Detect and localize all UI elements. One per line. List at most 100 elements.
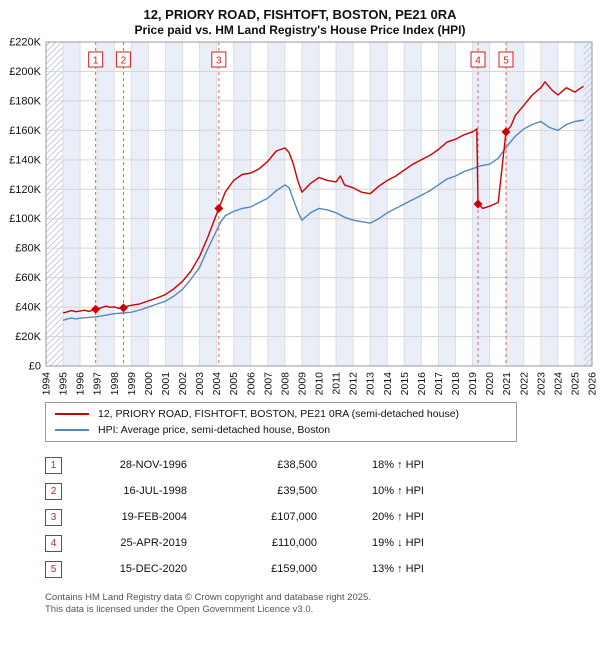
sale-marker-diamond (214, 203, 224, 213)
x-tick-label: 2026 (587, 372, 599, 396)
transaction-hpi-delta: 19% ↓ HPI (372, 537, 424, 549)
y-tick-label: £100K (9, 213, 41, 225)
sale-marker-box (470, 51, 486, 68)
transaction-price: £110,000 (271, 537, 317, 549)
x-tick-label: 2000 (143, 372, 155, 396)
x-tick-label: 2023 (535, 372, 547, 396)
sale-marker-box (498, 51, 514, 68)
x-tick-label: 2025 (569, 372, 581, 396)
x-tick-label: 2009 (296, 372, 308, 396)
transaction-row: 3 19-FEB-2004 £107,000 20% ↑ HPI (45, 504, 600, 530)
y-tick-label: £80K (15, 243, 41, 255)
y-tick-label: £160K (9, 125, 41, 137)
y-tick-label: £120K (9, 184, 41, 196)
x-tick-label: 2010 (314, 372, 326, 396)
sale-marker-number: 2 (121, 56, 127, 67)
x-tick-label: 2024 (552, 372, 564, 396)
x-tick-label: 2001 (160, 372, 172, 396)
y-tick-label: £20K (15, 331, 41, 343)
x-tick-label: 2003 (194, 372, 206, 396)
sale-marker-diamond (118, 303, 128, 313)
x-tick-label: 1996 (75, 372, 87, 396)
sale-marker-box (88, 51, 104, 68)
y-tick-label: £40K (15, 302, 41, 314)
x-tick-label: 2007 (262, 372, 274, 396)
transaction-row: 5 15-DEC-2020 £159,000 13% ↑ HPI (45, 556, 600, 582)
page-title: 12, PRIORY ROAD, FISHTOFT, BOSTON, PE21 … (143, 7, 457, 22)
x-tick-label: 1998 (109, 372, 121, 396)
transaction-price: £38,500 (277, 459, 317, 471)
x-tick-label: 2021 (501, 372, 513, 396)
footer-line1: Contains HM Land Registry data © Crown c… (45, 592, 371, 603)
transaction-row: 1 28-NOV-1996 £38,500 18% ↑ HPI (45, 452, 600, 478)
transaction-price: £39,500 (277, 485, 317, 497)
y-tick-label: £0 (29, 361, 41, 373)
sale-marker-number: 5 (503, 56, 509, 67)
x-tick-label: 2002 (177, 372, 189, 396)
x-tick-label: 2022 (518, 372, 530, 396)
transaction-hpi-delta: 10% ↑ HPI (372, 485, 424, 497)
transaction-date: 19-FEB-2004 (121, 511, 187, 523)
transaction-number-badge: 1 (45, 456, 62, 474)
sale-marker-number: 1 (93, 56, 99, 67)
y-tick-label: £200K (9, 66, 41, 78)
sale-marker-number: 3 (216, 56, 222, 67)
y-tick-label: £180K (9, 95, 41, 107)
transaction-price: £159,000 (271, 563, 317, 575)
legend-label-property: 12, PRIORY ROAD, FISHTOFT, BOSTON, PE21 … (98, 408, 460, 420)
legend-item-hpi: HPI: Average price, semi-detached house,… (55, 424, 507, 436)
x-tick-label: 1999 (126, 372, 138, 396)
transaction-row: 2 16-JUL-1998 £39,500 10% ↑ HPI (45, 478, 600, 504)
footer: Contains HM Land Registry data © Crown c… (45, 592, 600, 617)
transaction-date: 16-JUL-1998 (123, 485, 187, 497)
x-tick-label: 2017 (433, 372, 445, 396)
x-tick-label: 2012 (348, 372, 360, 396)
legend-swatch-property (55, 413, 89, 415)
transaction-price: £107,000 (271, 511, 317, 523)
transaction-hpi-delta: 18% ↑ HPI (372, 459, 424, 471)
x-tick-label: 2013 (365, 372, 377, 396)
legend-swatch-hpi (55, 429, 89, 431)
sale-marker-diamond (501, 127, 511, 137)
series-line (62, 119, 584, 321)
sale-marker-number: 4 (475, 56, 481, 67)
x-tick-label: 2014 (382, 372, 394, 396)
x-tick-label: 2011 (331, 372, 343, 395)
legend-label-hpi: HPI: Average price, semi-detached house,… (98, 424, 331, 436)
transaction-date: 25-APR-2019 (120, 537, 187, 549)
x-tick-label: 2005 (228, 372, 240, 396)
transaction-hpi-delta: 13% ↑ HPI (372, 563, 424, 575)
x-tick-label: 2019 (467, 372, 479, 396)
x-tick-label: 2006 (245, 372, 257, 396)
legend-item-property: 12, PRIORY ROAD, FISHTOFT, BOSTON, PE21 … (55, 408, 507, 420)
transaction-number-badge: 3 (45, 508, 62, 526)
x-tick-label: 1995 (58, 372, 70, 396)
chart-legend: 12, PRIORY ROAD, FISHTOFT, BOSTON, PE21 … (45, 402, 517, 442)
y-tick-label: £60K (15, 272, 41, 284)
transaction-row: 4 25-APR-2019 £110,000 19% ↓ HPI (45, 530, 600, 556)
sale-marker-diamond (91, 304, 101, 314)
x-tick-label: 2018 (450, 372, 462, 396)
transaction-hpi-delta: 20% ↑ HPI (372, 511, 424, 523)
x-tick-label: 2020 (484, 372, 496, 396)
transaction-date: 15-DEC-2020 (119, 563, 187, 575)
x-tick-label: 2004 (211, 372, 223, 396)
x-tick-label: 2015 (399, 372, 411, 396)
transaction-number-badge: 5 (45, 560, 62, 578)
x-tick-label: 1994 (41, 372, 53, 396)
footer-line2: This data is licensed under the Open Gov… (45, 604, 314, 616)
chart-title-block: 12, PRIORY ROAD, FISHTOFT, BOSTON, PE21 … (0, 0, 600, 38)
transaction-number-badge: 4 (45, 534, 62, 552)
sale-marker-box (211, 51, 227, 68)
price-chart: £0 £20K £40K £60K £80K £100K £120K £140K £160K £1… (9, 38, 599, 396)
transactions-table: 1 28-NOV-1996 £38,500 18% ↑ HPI 2 16-JUL-1998… (45, 452, 600, 582)
transaction-date: 28-NOV-1996 (119, 459, 187, 471)
page-subtitle: Price paid vs. HM Land Registry's House … (134, 23, 466, 37)
y-tick-label: £140K (9, 154, 41, 166)
sale-marker-box (115, 51, 131, 68)
x-tick-label: 1997 (92, 372, 104, 396)
x-tick-label: 2008 (279, 372, 291, 396)
transaction-number-badge: 2 (45, 482, 62, 500)
x-tick-label: 2016 (416, 372, 428, 396)
sale-marker-diamond (473, 199, 483, 209)
